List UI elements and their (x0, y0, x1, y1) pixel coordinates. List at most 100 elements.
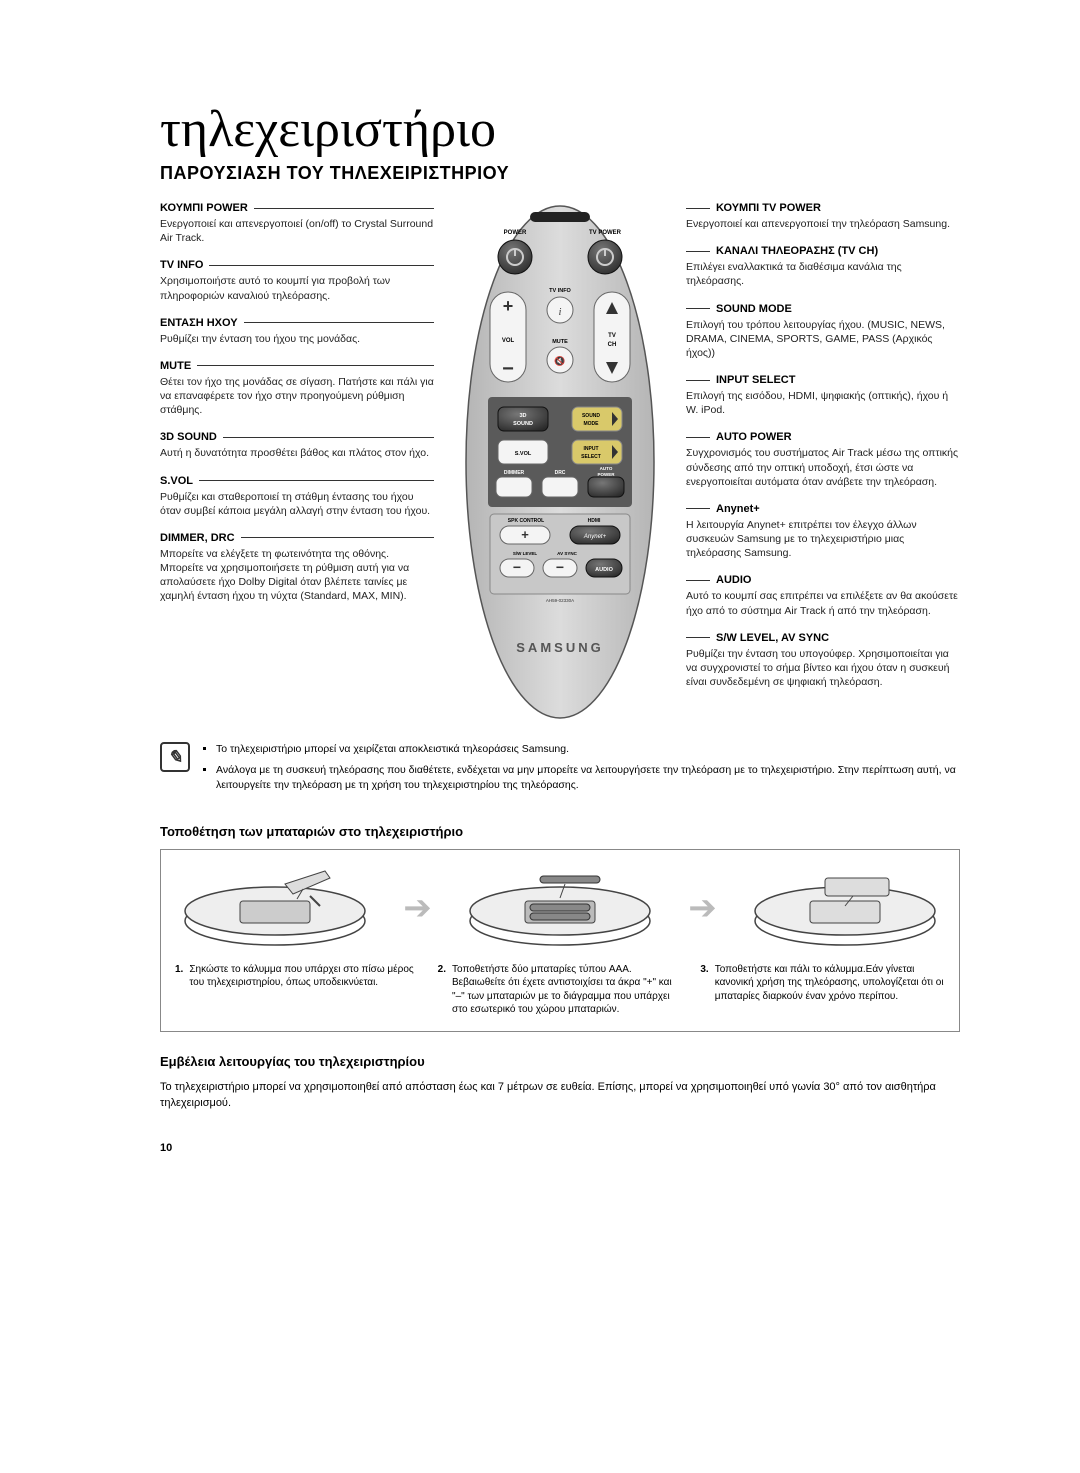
svg-text:DRC: DRC (555, 470, 566, 476)
svg-text:+: + (503, 296, 514, 316)
step-text: Σηκώστε το κάλυμμα που υπάρχει στο πίσω … (189, 963, 419, 1017)
svg-text:−: − (502, 358, 514, 380)
item-input-select: INPUT SELECT Επιλογή της εισόδου, HDMI, … (686, 374, 960, 417)
svg-text:HDMI: HDMI (588, 518, 601, 524)
item-sound-mode: SOUND MODE Επιλογή του τρόπου λειτουργία… (686, 303, 960, 361)
svg-text:SELECT: SELECT (581, 454, 601, 460)
arrow-icon: ➔ (688, 888, 717, 928)
page-number: 10 (160, 1142, 960, 1154)
item-label: INPUT SELECT (716, 374, 795, 386)
svg-text:CH: CH (608, 342, 617, 348)
svg-text:SOUND: SOUND (582, 413, 600, 419)
item-tv-power: ΚΟΥΜΠΙ TV POWER Ενεργοποιεί και απενεργο… (686, 202, 960, 231)
item-label: AUDIO (716, 574, 751, 586)
range-text: Το τηλεχειριστήριο μπορεί να χρησιμοποιη… (160, 1079, 960, 1112)
item-label: ΚΟΥΜΠΙ POWER (160, 202, 248, 214)
note-item: Το τηλεχειριστήριο μπορεί να χειρίζεται … (216, 742, 960, 757)
item-label: DIMMER, DRC (160, 532, 235, 544)
leader-line (223, 437, 434, 438)
battery-step-2: 2. Τοποθετήστε δύο μπαταρίες τύπου AAA. … (438, 963, 683, 1017)
svg-text:INPUT: INPUT (584, 446, 599, 452)
leader-line (686, 308, 710, 309)
battery-step3-img (745, 866, 945, 951)
remote-illustration: POWER TV POWER + − VOL TV CH i TV INFO 🔇… (450, 202, 670, 722)
item-mute: MUTE Θέτει τον ήχο της μονάδας σε σίγαση… (160, 360, 434, 418)
item-desc: Ενεργοποιεί και απενεργοποιεί (on/off) τ… (160, 217, 434, 245)
item-desc: Ρυθμίζει την ένταση του ήχου της μονάδας… (160, 332, 434, 346)
svg-text:POWER: POWER (597, 472, 615, 477)
item-desc: Επιλέγει εναλλακτικά τα διαθέσιμα κανάλι… (686, 260, 960, 288)
item-sw-level: S/W LEVEL, AV SYNC Ρυθμίζει την ένταση τ… (686, 632, 960, 690)
leader-line (686, 637, 710, 638)
item-label: 3D SOUND (160, 431, 217, 443)
item-power: ΚΟΥΜΠΙ POWER Ενεργοποιεί και απενεργοποι… (160, 202, 434, 245)
item-desc: Αυτή η δυνατότητα προσθέτει βάθος και πλ… (160, 446, 434, 460)
svg-text:S/W LEVEL: S/W LEVEL (513, 551, 538, 556)
item-anynet: Anynet+ Η λειτουργία Anynet+ επιτρέπει τ… (686, 503, 960, 561)
leader-line (244, 322, 434, 323)
svg-text:TV POWER: TV POWER (589, 230, 622, 236)
svg-text:MODE: MODE (584, 421, 600, 427)
note-item: Ανάλογα με τη συσκευή τηλεόρασης που δια… (216, 763, 960, 793)
section-title: ΠΑΡΟΥΣΙΑΣΗ ΤΟΥ ΤΗΛΕΧΕΙΡΙΣΤΗΡΙΟΥ (160, 163, 960, 184)
item-label: SOUND MODE (716, 303, 792, 315)
remote-svg: POWER TV POWER + − VOL TV CH i TV INFO 🔇… (460, 202, 660, 722)
item-desc: Επιλογή της εισόδου, HDMI, ψηφιακής (οπτ… (686, 389, 960, 417)
svg-text:SPK CONTROL: SPK CONTROL (508, 518, 544, 524)
item-label: TV INFO (160, 259, 203, 271)
leader-line (686, 508, 710, 509)
item-label: ΕΝΤΑΣΗ ΗΧΟΥ (160, 317, 238, 329)
item-desc: Μπορείτε να ελέγξετε τη φωτεινότητα της … (160, 547, 434, 604)
leader-line (197, 365, 434, 366)
item-label: AUTO POWER (716, 431, 792, 443)
battery-step1-img (175, 866, 375, 951)
svg-text:3D: 3D (519, 413, 526, 419)
leader-line (686, 251, 710, 252)
notes-block: ✎ Το τηλεχειριστήριο μπορεί να χειρίζετα… (160, 742, 960, 800)
svg-text:SOUND: SOUND (513, 421, 533, 427)
svg-text:SAMSUNG: SAMSUNG (516, 640, 603, 655)
svg-text:AV SYNC: AV SYNC (557, 551, 577, 556)
battery-step2-img (460, 866, 660, 951)
item-tv-info: TV INFO Χρησιμοποιήστε αυτό το κουμπί γι… (160, 259, 434, 302)
svg-text:VOL: VOL (502, 338, 515, 344)
item-desc: Επιλογή του τρόπου λειτουργίας ήχου. (MU… (686, 318, 960, 361)
battery-illustrations: ➔ ➔ (175, 866, 945, 951)
leader-line (241, 537, 434, 538)
item-svol: S.VOL Ρυθμίζει και σταθεροποιεί τη στάθμ… (160, 475, 434, 518)
item-desc: Συγχρονισμός του συστήματος Air Track μέ… (686, 446, 960, 489)
item-desc: Χρησιμοποιήστε αυτό το κουμπί για προβολ… (160, 274, 434, 302)
svg-text:Anynet+: Anynet+ (583, 534, 607, 540)
item-tv-ch: ΚΑΝΑΛΙ ΤΗΛΕΟΡΑΣΗΣ (TV CH) Επιλέγει εναλλ… (686, 245, 960, 288)
svg-text:POWER: POWER (504, 230, 527, 236)
remote-layout: ΚΟΥΜΠΙ POWER Ενεργοποιεί και απενεργοποι… (160, 202, 960, 722)
step-text: Τοποθετήστε δύο μπαταρίες τύπου AAA. Βεβ… (452, 963, 682, 1017)
note-list: Το τηλεχειριστήριο μπορεί να χειρίζεται … (200, 742, 960, 800)
battery-title: Τοποθέτηση των μπαταριών στο τηλεχειριστ… (160, 824, 960, 839)
svg-text:MUTE: MUTE (552, 339, 568, 345)
item-label: S.VOL (160, 475, 193, 487)
battery-steps: 1. Σηκώστε το κάλυμμα που υπάρχει στο πί… (175, 963, 945, 1017)
svg-text:S.VOL: S.VOL (515, 451, 532, 457)
svg-text:TV: TV (608, 333, 616, 339)
item-label: ΚΟΥΜΠΙ TV POWER (716, 202, 821, 214)
leader-line (686, 580, 710, 581)
svg-text:🔇: 🔇 (554, 355, 565, 366)
item-3d-sound: 3D SOUND Αυτή η δυνατότητα προσθέτει βάθ… (160, 431, 434, 460)
arrow-icon: ➔ (403, 888, 432, 928)
item-desc: Η λειτουργία Anynet+ επιτρέπει τον έλεγχ… (686, 518, 960, 561)
svg-text:AUDIO: AUDIO (595, 567, 613, 573)
svg-text:TV INFO: TV INFO (549, 288, 571, 294)
battery-box: ➔ ➔ 1. Σηκώστε το κάλυμμα που υπάρχει στ… (160, 849, 960, 1032)
left-column: ΚΟΥΜΠΙ POWER Ενεργοποιεί και απενεργοποι… (160, 202, 434, 618)
item-label: MUTE (160, 360, 191, 372)
item-desc: Θέτει τον ήχο της μονάδας σε σίγαση. Πατ… (160, 375, 434, 418)
step-num: 3. (700, 963, 708, 1017)
leader-line (254, 208, 434, 209)
step-num: 2. (438, 963, 446, 1017)
item-auto-power: AUTO POWER Συγχρονισμός του συστήματος A… (686, 431, 960, 489)
svg-text:−: − (556, 559, 564, 575)
svg-text:−: − (513, 559, 521, 575)
svg-text:DIMMER: DIMMER (504, 470, 525, 476)
item-audio: AUDIO Αυτό το κουμπί σας επιτρέπει να επ… (686, 574, 960, 617)
